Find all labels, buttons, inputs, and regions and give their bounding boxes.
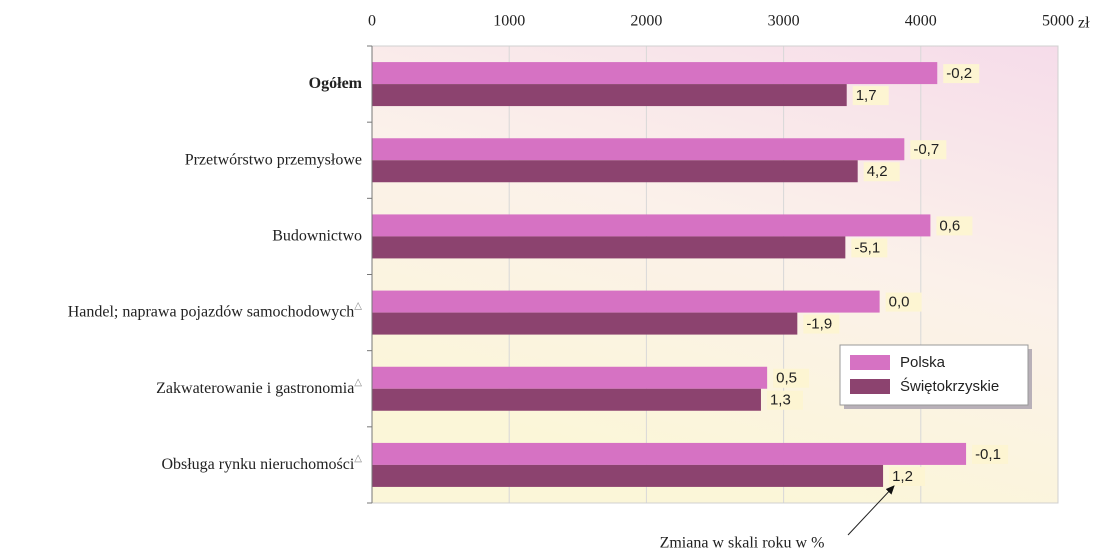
bar	[372, 236, 846, 259]
plot-area	[372, 46, 1058, 503]
bar	[372, 388, 761, 411]
category-name: Obsługa rynku nieruchomości	[161, 456, 354, 473]
data-label-bg	[773, 368, 810, 388]
annotation: Zmiana w skali roku w %	[660, 535, 825, 551]
data-label-bg	[943, 64, 980, 84]
data-label-bg	[936, 216, 973, 236]
data-label-bg	[803, 314, 840, 334]
category-note: △	[354, 301, 362, 312]
x-tick-label: 2000	[630, 13, 662, 30]
bar	[372, 464, 884, 487]
data-label-bg	[910, 140, 947, 160]
data-label: 0,5	[776, 370, 797, 387]
data-label-bg	[852, 86, 889, 106]
bar	[372, 366, 768, 389]
data-label-bg	[885, 292, 922, 312]
data-label: -0,1	[975, 446, 1001, 463]
data-label: 1,3	[770, 392, 791, 409]
bar	[372, 312, 798, 335]
data-label-bg	[889, 466, 926, 486]
data-label-bg	[766, 390, 803, 410]
y-tick-label: Obsługa rynku nieruchomości△	[161, 453, 362, 472]
x-tick-label: 4000	[905, 13, 937, 30]
category-note: △	[354, 377, 362, 388]
x-tick-label: 0	[368, 13, 376, 30]
data-label-bg	[863, 162, 900, 182]
legend-swatch	[850, 379, 890, 394]
legend-label: Świętokrzyskie	[900, 377, 999, 395]
data-label: -5,1	[854, 239, 880, 256]
y-tick-label: Handel; naprawa pojazdów samochodowych△	[68, 301, 363, 320]
y-tick-label: Przetwórstwo przemysłowe	[185, 151, 362, 168]
x-tick-label: 5000	[1042, 13, 1074, 30]
legend-swatch	[850, 355, 890, 370]
data-label: 1,2	[892, 468, 913, 485]
legend-label: Polska	[900, 354, 946, 371]
axis-unit: zł	[1078, 15, 1090, 32]
category-name: Budownictwo	[272, 227, 362, 244]
x-tick-label: 1000	[493, 13, 525, 30]
category-name: Przetwórstwo przemysłowe	[185, 151, 362, 168]
bar	[372, 84, 847, 107]
data-label: 0,0	[889, 294, 910, 311]
x-tick-label: 3000	[768, 13, 800, 30]
data-label: 0,6	[939, 217, 960, 234]
bar	[372, 62, 938, 85]
y-tick-label: Budownictwo	[272, 227, 362, 244]
data-label-bg	[972, 444, 1009, 464]
category-name: Handel; naprawa pojazdów samochodowych	[68, 303, 355, 320]
category-name: Ogółem	[309, 75, 363, 92]
bar	[372, 442, 967, 465]
bar	[372, 138, 905, 161]
data-label: 1,7	[856, 87, 877, 104]
data-label: -0,7	[913, 141, 939, 158]
bar	[372, 290, 880, 313]
bar	[372, 160, 858, 183]
annotation-arrow	[847, 485, 895, 536]
y-tick-label: Zakwaterowanie i gastronomia△	[156, 377, 362, 396]
data-label: -1,9	[806, 316, 832, 333]
category-note: △	[354, 453, 362, 464]
data-label-bg	[851, 238, 888, 258]
data-label: -0,2	[946, 65, 972, 82]
category-name: Zakwaterowanie i gastronomia	[156, 379, 354, 396]
data-label: 4,2	[867, 163, 888, 180]
bar	[372, 214, 931, 237]
y-tick-label: Ogółem	[309, 75, 363, 92]
